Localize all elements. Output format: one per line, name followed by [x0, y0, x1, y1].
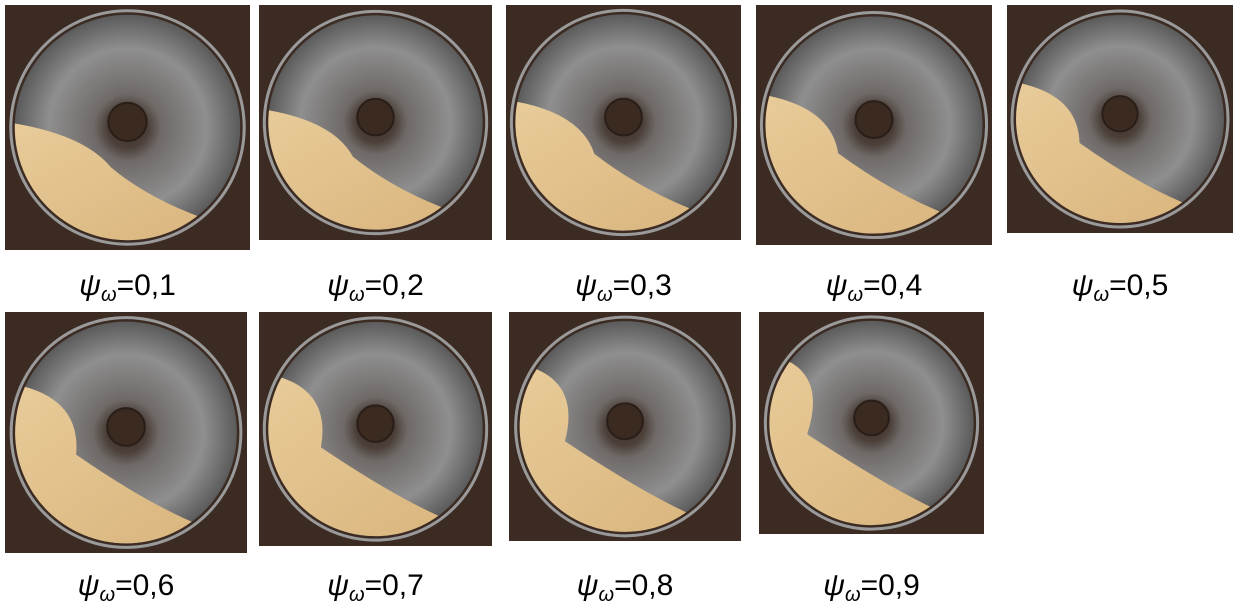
caption-subscript: ω	[848, 284, 864, 306]
caption-symbol: ψ	[826, 269, 848, 302]
caption-value: =0,1	[117, 269, 176, 302]
figure: ψω=0,1ψω=0,2ψω=0,3ψω=0,4ψω=0,5ψω=0,6ψω=0…	[0, 0, 1233, 607]
photo	[5, 312, 247, 553]
hub	[856, 101, 893, 138]
caption-value: =0,6	[115, 569, 174, 602]
caption-value: =0,4	[863, 269, 922, 302]
caption: ψω=0,1	[79, 269, 176, 306]
caption-subscript: ω	[1094, 284, 1110, 306]
photo	[1006, 5, 1233, 233]
photo	[505, 5, 741, 241]
caption: ψω=0,7	[327, 569, 424, 606]
caption: ψω=0,4	[826, 269, 923, 306]
hub	[605, 99, 642, 136]
page: ψω=0,1ψω=0,2ψω=0,3ψω=0,4ψω=0,5ψω=0,6ψω=0…	[0, 0, 1233, 607]
caption-value: =0,3	[613, 269, 672, 302]
photo	[759, 312, 984, 535]
caption-symbol: ψ	[327, 269, 349, 302]
caption: ψω=0,5	[1072, 269, 1169, 306]
caption-symbol: ψ	[327, 569, 349, 602]
photo	[5, 5, 250, 250]
caption-subscript: ω	[100, 584, 116, 606]
caption-symbol: ψ	[575, 269, 597, 302]
caption: ψω=0,2	[327, 269, 424, 306]
caption: ψω=0,9	[823, 569, 920, 606]
hub	[607, 403, 643, 439]
caption-value: =0,8	[614, 569, 673, 602]
caption-subscript: ω	[845, 584, 861, 606]
photo	[258, 312, 492, 546]
caption: ψω=0,3	[575, 269, 672, 306]
caption-subscript: ω	[349, 584, 365, 606]
photo	[258, 5, 492, 240]
caption-value: =0,2	[365, 269, 424, 302]
caption-subscript: ω	[101, 284, 117, 306]
caption-symbol: ψ	[577, 569, 599, 602]
caption: ψω=0,6	[78, 569, 175, 606]
caption-symbol: ψ	[823, 569, 845, 602]
hub	[357, 99, 393, 135]
caption-value: =0,9	[861, 569, 920, 602]
caption-symbol: ψ	[78, 569, 100, 602]
caption-subscript: ω	[597, 284, 613, 306]
hub	[1102, 96, 1137, 131]
photo	[509, 312, 741, 542]
hub	[108, 103, 146, 141]
caption-symbol: ψ	[1072, 269, 1094, 302]
caption-value: =0,5	[1109, 269, 1168, 302]
hub	[107, 408, 145, 446]
caption: ψω=0,8	[577, 569, 674, 606]
caption-symbol: ψ	[79, 269, 101, 302]
caption-value: =0,7	[365, 569, 424, 602]
photo	[755, 5, 992, 245]
hub	[357, 405, 393, 441]
caption-subscript: ω	[599, 584, 615, 606]
hub	[854, 401, 889, 436]
caption-subscript: ω	[349, 284, 365, 306]
